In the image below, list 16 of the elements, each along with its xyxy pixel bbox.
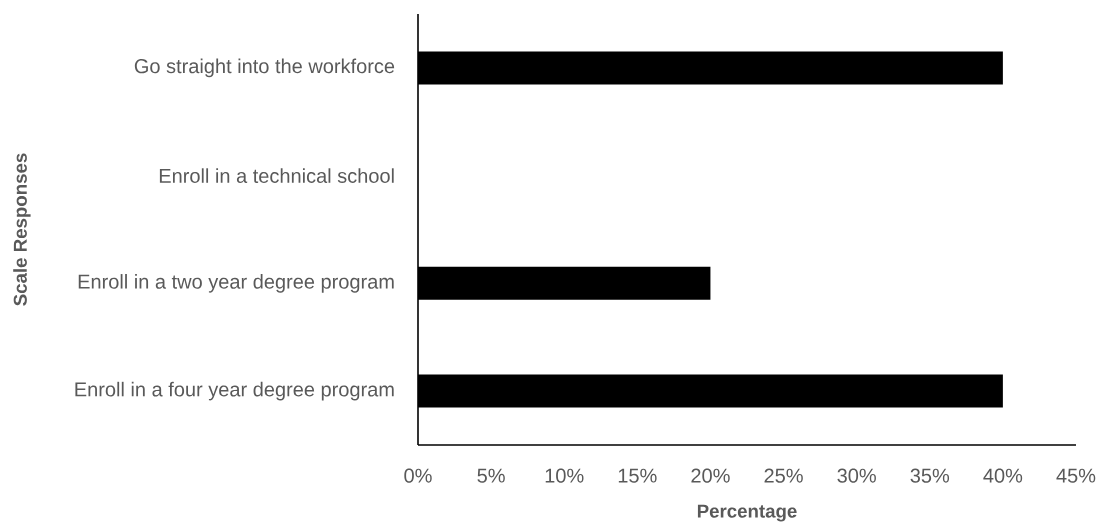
x-tick-label: 25% — [764, 468, 803, 483]
x-tick-label: 15% — [618, 468, 657, 483]
x-tick-label: 30% — [837, 468, 876, 483]
y-tick-label: Enroll in a technical school — [159, 168, 394, 183]
x-tick-label: 20% — [691, 468, 730, 483]
x-tick-label: 0% — [404, 468, 432, 483]
y-tick-label: Go straight into the workforce — [134, 58, 395, 78]
y-axis-title: Scale Responses — [13, 153, 31, 306]
x-tick-label: 45% — [1056, 468, 1096, 483]
x-tick-label: 10% — [545, 468, 584, 483]
x-tick-label: 40% — [983, 468, 1023, 483]
x-axis-title: Percentage — [697, 504, 797, 522]
y-tick-label: Enroll in a two year degree program — [78, 274, 394, 293]
x-tick-label: 5% — [477, 468, 505, 483]
x-tick-label: 35% — [910, 468, 950, 483]
y-tick-label: Enroll in a four year degree program — [75, 381, 394, 401]
